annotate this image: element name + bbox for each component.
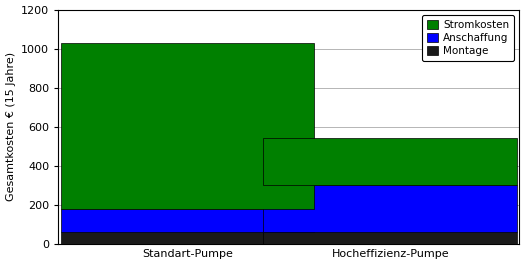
Bar: [264, 185, 517, 232]
Bar: [264, 232, 517, 244]
Bar: [60, 43, 314, 209]
Y-axis label: Gesamtkosten € (15 Jahre): Gesamtkosten € (15 Jahre): [6, 52, 16, 201]
Bar: [60, 209, 314, 232]
Bar: [60, 232, 314, 244]
Bar: [264, 138, 517, 185]
Legend: Stromkosten, Anschaffung, Montage: Stromkosten, Anschaffung, Montage: [422, 15, 514, 61]
